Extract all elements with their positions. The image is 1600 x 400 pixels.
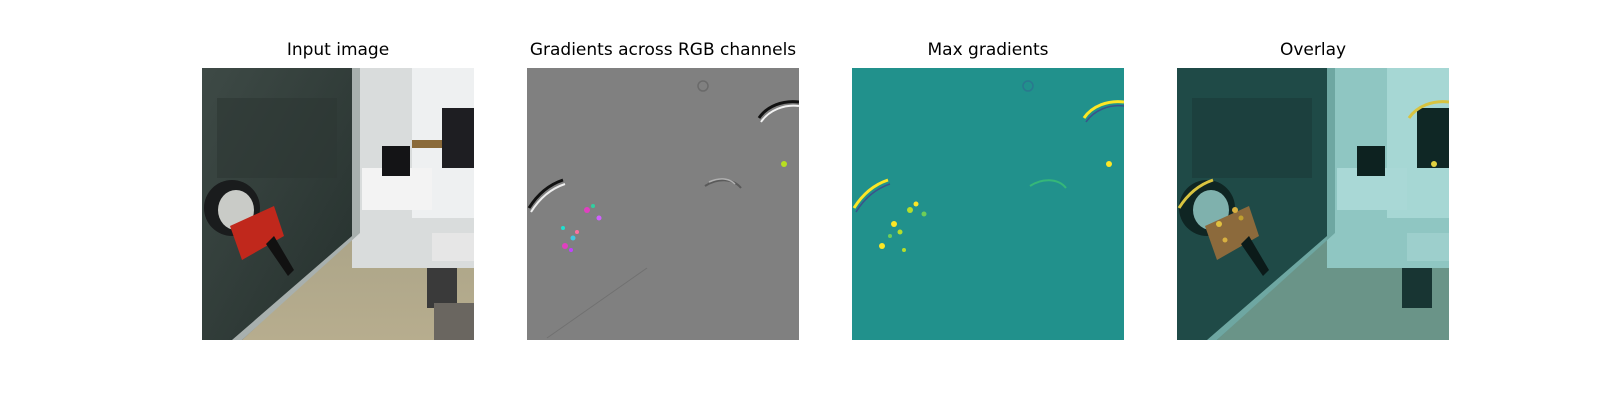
overlay-image (1177, 68, 1449, 340)
panel-title: Max gradients (927, 40, 1049, 60)
rgb-hotspots (561, 161, 787, 252)
panel-title: Input image (286, 40, 390, 60)
max-gradient-map (852, 68, 1124, 340)
panel-title: Overlay (1279, 40, 1347, 60)
overlay-hotspots (1216, 161, 1437, 243)
rgb-gradient-map (527, 68, 799, 340)
input-image (202, 68, 474, 340)
max-gradient-hotspots (879, 161, 1112, 252)
panel-title: Gradients across RGB channels (529, 40, 797, 60)
